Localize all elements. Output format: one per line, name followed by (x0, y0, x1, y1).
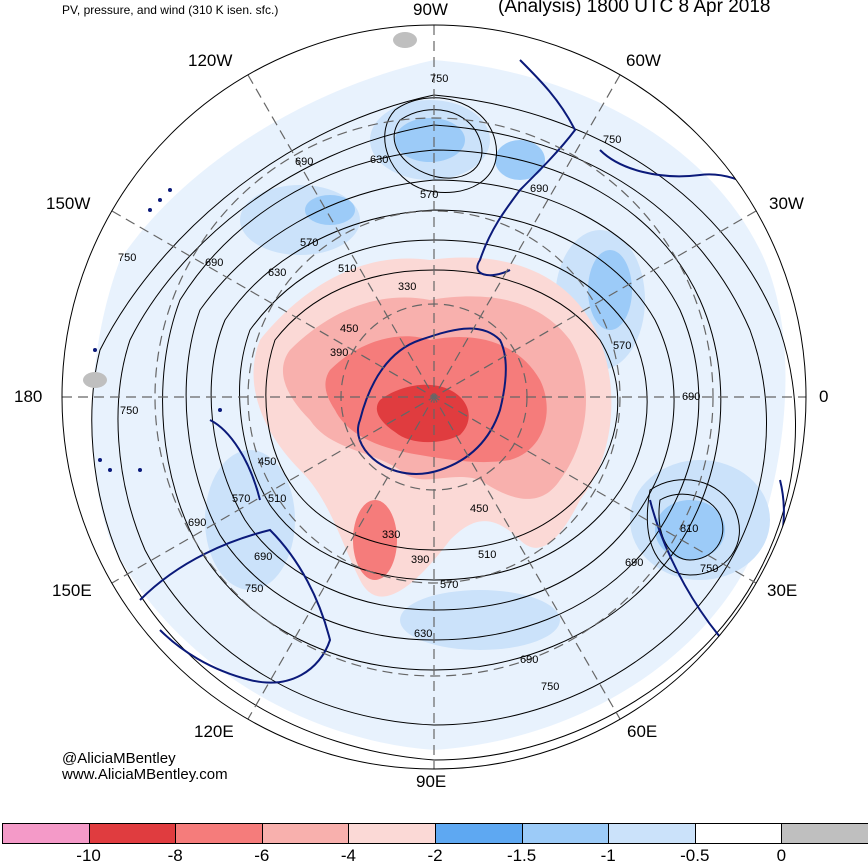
contour-label: 510 (478, 549, 496, 561)
colorbar-tick-label: -0.5 (680, 846, 710, 865)
lon-label-0: 0 (819, 387, 829, 406)
coastline-islands (93, 188, 222, 472)
colorbar-tick-label: -10 (76, 846, 101, 865)
contour-label: 750 (245, 583, 263, 595)
lon-label-60e: 60E (627, 722, 658, 741)
contour-label: 690 (625, 557, 643, 569)
contour-label: 330 (382, 529, 400, 541)
lon-label-150w: 150W (46, 194, 91, 213)
contour-label: 690 (295, 156, 313, 168)
colorbar-tick-label: -8 (167, 846, 183, 865)
contour-label: 450 (470, 503, 488, 515)
colorbar-swatch (349, 824, 436, 843)
contour-label: 570 (300, 237, 318, 249)
colorbar-swatch (782, 824, 868, 843)
contour-label: 750 (541, 681, 559, 693)
contour-label: 570 (232, 493, 250, 505)
colorbar-swatch (89, 824, 177, 843)
lon-label-30e: 30E (767, 581, 798, 600)
colorbar-tick-label: -4 (340, 846, 356, 865)
credit-twitter: @AliciaMBentley (62, 750, 176, 767)
contour-label: 570 (613, 340, 631, 352)
lon-label-90e: 90E (416, 772, 447, 791)
colorbar-tick-label: -1.5 (506, 846, 537, 865)
colorbar-swatch (435, 824, 523, 843)
contour-label: 390 (411, 554, 429, 566)
contour-label: 390 (330, 347, 348, 359)
contour-label: 510 (338, 263, 356, 275)
contour-label: 690 (682, 391, 700, 403)
pv-mid-blue-shading (305, 118, 725, 560)
graticule (62, 25, 806, 769)
contour-label: 750 (603, 134, 621, 146)
contour-label: 690 (530, 183, 548, 195)
colorbar-swatch (609, 824, 696, 843)
contour-value-labels: 750 630 690 570 690 750 750 690 630 570 … (118, 73, 718, 693)
lon-label-150e: 150E (52, 581, 92, 600)
lon-label-30w: 30W (769, 194, 804, 213)
contour-label: 450 (258, 456, 276, 468)
colorbar-swatch (522, 824, 610, 843)
contour-label: 630 (414, 628, 432, 640)
colorbar-swatch (176, 824, 263, 843)
lon-label-180: 180 (14, 387, 43, 406)
contour-label: 690 (205, 257, 223, 269)
lon-label-120w: 120W (188, 51, 233, 70)
lon-label-60w: 60W (626, 51, 661, 70)
map-title-left: PV, pressure, and wind (310 K isen. sfc.… (62, 3, 279, 17)
contour-label: 630 (370, 154, 388, 166)
colorbar-swatch (3, 824, 90, 843)
contour-label: 510 (268, 493, 286, 505)
contour-label: 750 (118, 252, 136, 264)
colorbar-tick-label: 0 (776, 846, 787, 865)
contour-label: 330 (398, 281, 416, 293)
colorbar-tick-label: -1 (600, 846, 616, 865)
contour-label: 750 (120, 405, 138, 417)
contour-label: 630 (268, 267, 286, 279)
contour-label: 690 (254, 551, 272, 563)
contour-label: 810 (680, 523, 698, 535)
pv-colorbar (2, 823, 868, 844)
contour-label: 450 (340, 323, 358, 335)
colorbar-swatch (262, 824, 350, 843)
contour-label: 750 (430, 73, 448, 85)
credit-website: www.AliciaMBentley.com (62, 766, 228, 783)
contour-label: 690 (520, 654, 538, 666)
pv-gray-shading (83, 32, 417, 388)
colorbar-tick-label: -2 (427, 846, 443, 865)
contour-label: 570 (440, 579, 458, 591)
colorbar-tick-label: -6 (254, 846, 270, 865)
map-title-right: (Analysis) 1800 UTC 8 Apr 2018 (498, 0, 771, 17)
contour-label: 690 (188, 517, 206, 529)
lon-label-120e: 120E (194, 722, 234, 741)
contour-label: 750 (700, 563, 718, 575)
map-boundary (61, 24, 807, 770)
lon-label-90w: 90W (413, 0, 448, 19)
colorbar-swatch (695, 824, 783, 843)
contour-label: 570 (420, 189, 438, 201)
